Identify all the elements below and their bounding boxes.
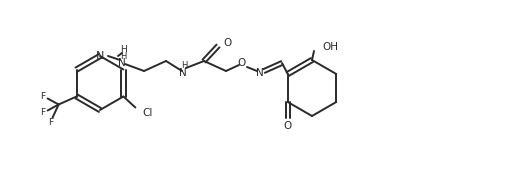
Text: OH: OH <box>322 42 338 52</box>
Text: N: N <box>96 51 104 61</box>
Text: N: N <box>256 68 264 78</box>
Text: N: N <box>179 68 187 78</box>
Text: H: H <box>120 44 127 54</box>
Text: N: N <box>118 58 126 68</box>
Text: O: O <box>284 121 292 131</box>
Text: O: O <box>223 38 231 48</box>
Text: H: H <box>120 52 126 61</box>
Text: H: H <box>181 61 187 70</box>
Text: O: O <box>238 58 246 68</box>
Text: Cl: Cl <box>142 107 153 117</box>
Text: F: F <box>40 108 45 117</box>
Text: F: F <box>48 118 53 127</box>
Text: F: F <box>40 92 45 101</box>
